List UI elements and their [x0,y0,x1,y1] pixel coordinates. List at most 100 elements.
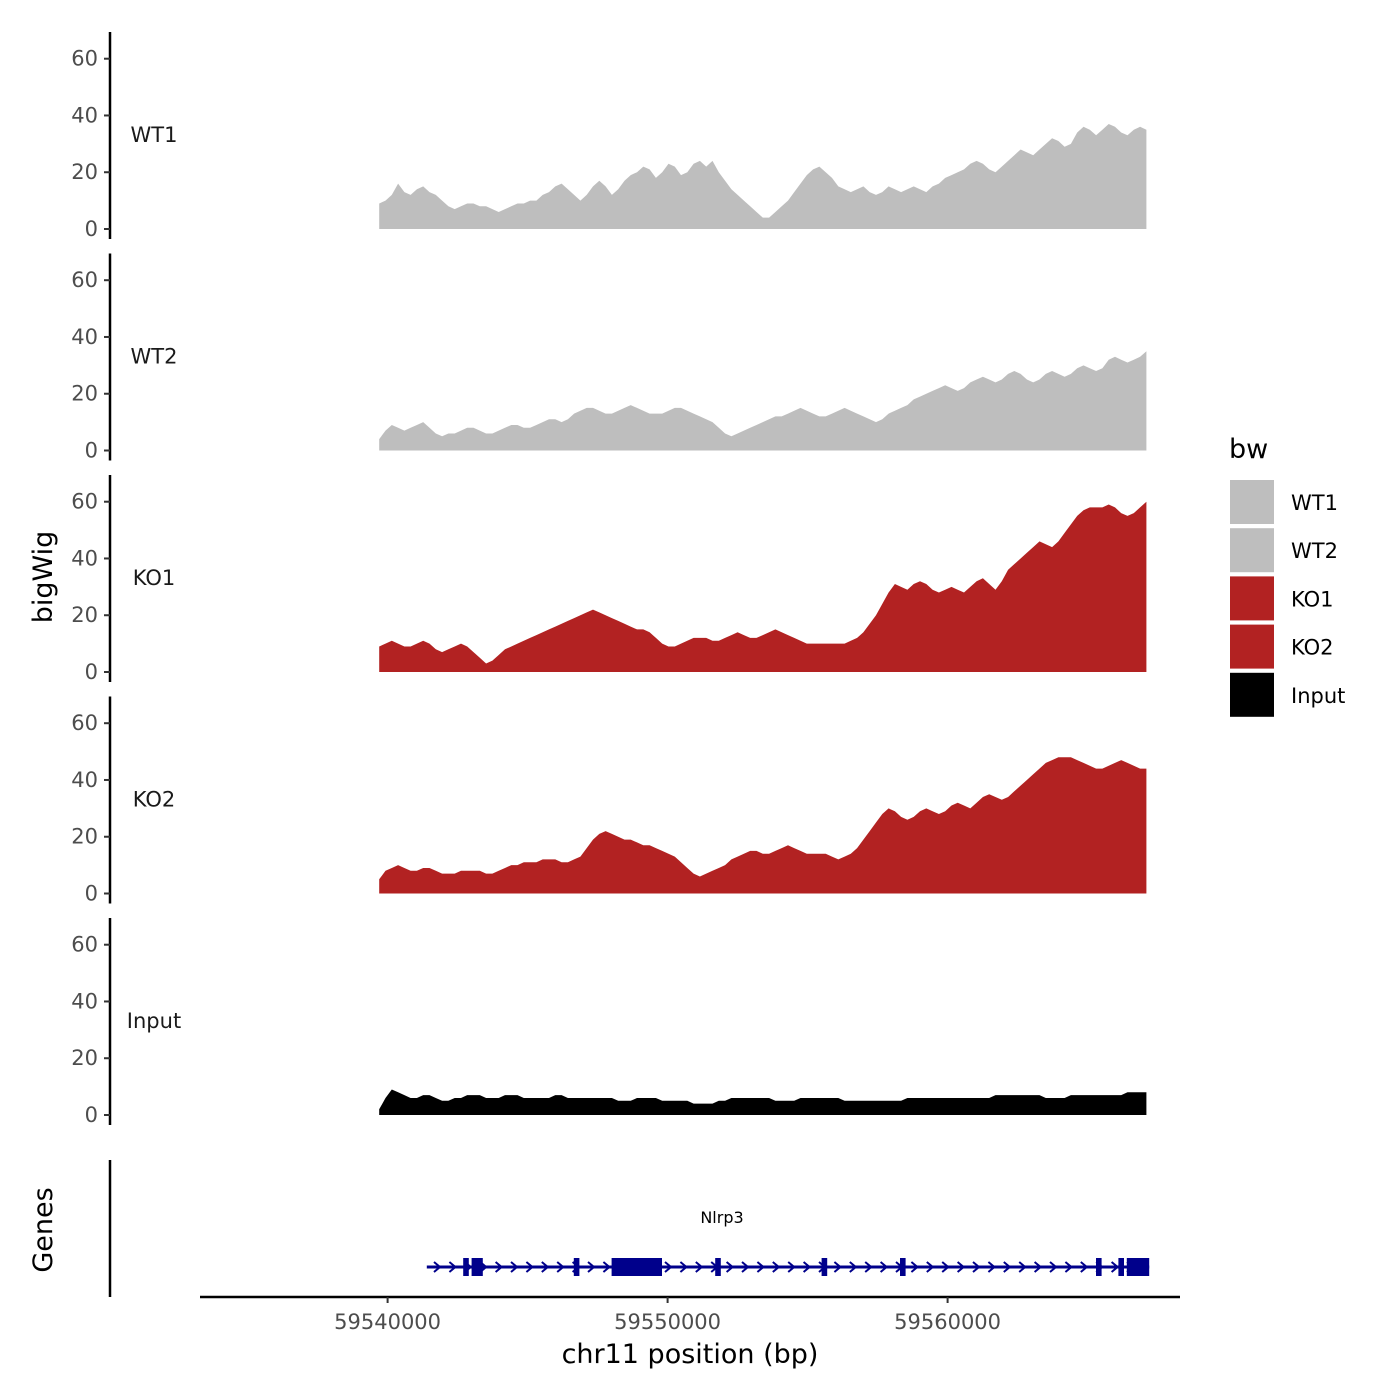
track-wt2: 0 20 40 60 WT2 [71,253,1147,463]
strand-arrow [1110,1261,1120,1273]
strand-arrow [941,1261,950,1273]
strand-arrow [602,1261,611,1273]
legend-swatch-ko2 [1230,624,1274,669]
y-tick-label: 20 [71,603,98,627]
gene-exon [463,1258,469,1276]
strand-arrow [695,1261,704,1273]
legend: bw WT1 WT2 KO1 KO2 Input [1229,434,1345,717]
strand-arrow [787,1261,796,1273]
y-tick-label: 40 [71,546,98,570]
strand-arrow [987,1261,996,1273]
gene-track: Nlrp3 [108,1160,1150,1297]
y-tick-label: 0 [85,1103,98,1127]
coverage-area-input [379,1089,1147,1115]
strand-arrow [510,1261,519,1273]
strand-arrow [956,1261,966,1273]
track-label: KO2 [133,788,176,812]
strand-arrow [741,1261,750,1273]
legend-label-wt1: WT1 [1291,491,1338,515]
track-label: WT1 [131,123,178,147]
coverage-tracks: 0 20 40 60 WT1 0 20 40 60 WT2 0 20 40 60 KO1 0 20 40 60 KO2… [71,32,1147,1127]
gene-exon [821,1258,828,1276]
strand-arrow [1003,1261,1012,1273]
strand-arrow [664,1261,673,1273]
strand-arrow [1018,1261,1027,1273]
track-ko2: 0 20 40 60 KO2 [71,696,1147,906]
y-axis-title: bigWig [28,531,59,624]
y-tick-label: 20 [71,1046,98,1070]
coverage-area-ko2 [379,757,1147,894]
y-tick-label: 0 [85,439,98,463]
coverage-area-wt1 [379,124,1147,229]
y-tick-label: 20 [71,160,98,184]
strand-arrow [587,1261,596,1273]
strand-arrow [541,1261,550,1273]
strand-arrow [725,1261,735,1273]
track-wt1: 0 20 40 60 WT1 [71,32,1147,241]
strand-arrow [879,1261,889,1273]
strand-arrow [849,1261,858,1273]
gene-exon [1118,1258,1124,1276]
x-tick-label: 59560000 [894,1310,1001,1334]
track-ko1: 0 20 40 60 KO1 [71,475,1147,684]
strand-arrow [556,1261,565,1273]
gene-exon [715,1258,721,1276]
y-tick-label: 40 [71,989,98,1013]
legend-swatch-ko1 [1230,576,1274,621]
strand-arrow [525,1261,534,1273]
y-tick-label: 0 [85,217,98,241]
y-tick-label: 60 [71,933,98,957]
y-tick-label: 40 [71,325,98,349]
genes-axis-title: Genes [28,1187,59,1272]
legend-label-wt2: WT2 [1291,539,1338,563]
gene-exon [471,1258,483,1276]
strand-arrow [1064,1261,1073,1273]
strand-arrow [1033,1261,1043,1273]
strand-arrow [1080,1261,1089,1273]
track-input: 0 20 40 60 Input [71,918,1147,1127]
strand-arrow [772,1261,781,1273]
strand-arrow [802,1261,812,1273]
gene-exon [573,1258,580,1276]
strand-arrow [926,1261,935,1273]
coverage-area-wt2 [379,351,1147,451]
gene-exon [1126,1258,1150,1276]
x-axis: 59540000 59550000 59560000 [200,1295,1180,1334]
strand-arrow [910,1261,919,1273]
track-label: KO1 [133,566,176,590]
strand-arrow [756,1261,765,1273]
legend-swatch-wt2 [1230,528,1274,573]
gene-exon [900,1258,906,1276]
y-tick-label: 40 [71,103,98,127]
legend-swatch-input [1230,672,1274,717]
coverage-area-ko1 [379,501,1147,672]
x-tick-label: 59550000 [614,1310,721,1334]
y-tick-label: 60 [71,268,98,292]
legend-swatch-wt1 [1230,480,1274,524]
y-tick-label: 0 [85,882,98,906]
x-tick-label: 59540000 [334,1310,441,1334]
strand-arrow [448,1261,457,1273]
legend-label-ko1: KO1 [1291,587,1334,611]
y-tick-label: 60 [71,490,98,514]
y-tick-label: 60 [71,711,98,735]
legend-label-input: Input [1291,684,1345,708]
strand-arrow [494,1261,504,1273]
strand-arrow [679,1261,688,1273]
strand-arrow [833,1261,842,1273]
strand-arrow [1049,1261,1058,1273]
strand-arrow [972,1261,981,1273]
gene-exon [1096,1258,1102,1276]
y-tick-label: 20 [71,825,98,849]
legend-label-ko2: KO2 [1291,636,1334,660]
legend-title: bw [1229,434,1268,465]
gene-exon [611,1258,662,1276]
y-tick-label: 60 [71,47,98,71]
strand-arrow [433,1261,442,1273]
track-label: Input [127,1009,181,1033]
y-tick-label: 0 [85,660,98,684]
gene-label: Nlrp3 [700,1208,743,1227]
track-label: WT2 [131,345,178,369]
strand-arrow [864,1261,873,1273]
